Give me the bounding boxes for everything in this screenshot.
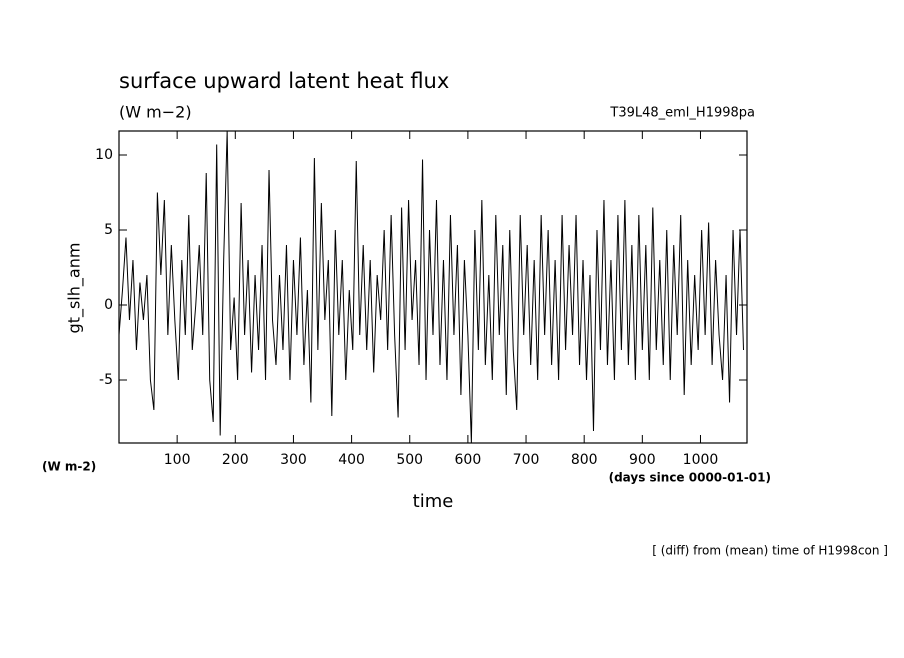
x-tick-label: 200 — [222, 452, 249, 468]
run-label: T39L48_eml_H1998pa — [609, 106, 755, 121]
chart-title: surface upward latent heat flux — [119, 69, 449, 93]
plot-frame — [118, 130, 748, 444]
y-axis-label: gt_slh_anm — [65, 243, 85, 334]
x-tick-label: 900 — [629, 452, 656, 468]
y-tick-label: 5 — [104, 222, 113, 238]
unit-subtitle: (W m−2) — [119, 103, 192, 122]
y-unit: (W m-2) — [42, 460, 96, 474]
y-tick-label: -5 — [99, 372, 113, 388]
x-axis-label: time — [413, 491, 454, 512]
x-unit: (days since 0000-01-01) — [609, 471, 771, 485]
x-tick-label: 400 — [338, 452, 365, 468]
x-tick-label: 500 — [396, 452, 423, 468]
x-tick-label: 1000 — [683, 452, 719, 468]
y-tick-label: 0 — [104, 297, 113, 313]
data-line — [118, 130, 745, 444]
y-tick-label: 10 — [95, 147, 113, 163]
x-tick-label: 700 — [513, 452, 540, 468]
footnote: [ (diff) from (mean) time of H1998con ] — [652, 544, 888, 558]
x-tick-label: 600 — [455, 452, 482, 468]
x-tick-label: 100 — [164, 452, 191, 468]
x-tick-label: 300 — [280, 452, 307, 468]
x-tick-label: 800 — [571, 452, 598, 468]
